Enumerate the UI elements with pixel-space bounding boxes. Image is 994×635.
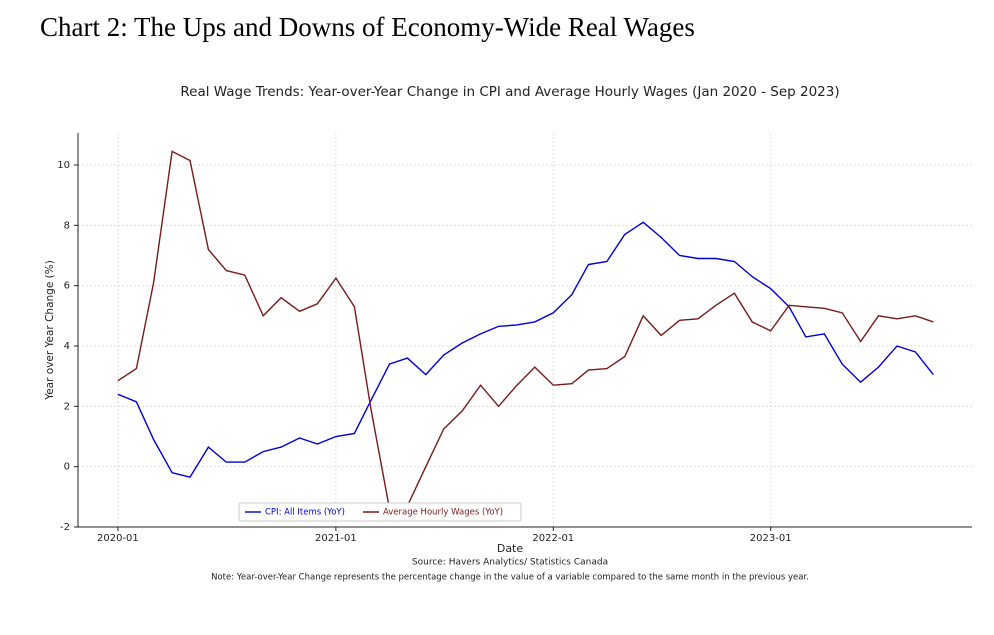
y-tick-label: 0: [64, 462, 70, 473]
y-tick-label: 10: [57, 160, 70, 171]
series-line: [117, 221, 934, 479]
note: Note: Year-over-Year Change represents t…: [211, 573, 809, 583]
chart-title: Real Wage Trends: Year-over-Year Change …: [180, 84, 839, 100]
legend: CPI: All Items (YoY) Average Hourly Wages…: [238, 502, 522, 522]
legend-label: CPI: All Items (YoY): [265, 508, 345, 518]
page-title: Chart 2: The Ups and Downs of Economy-Wi…: [40, 12, 695, 42]
y-tick-label: 2: [64, 401, 70, 412]
legend-box: [238, 502, 522, 522]
source: Source: Havers Analytics/ Statistics Can…: [412, 558, 608, 568]
x-tick-label: 2020-01: [97, 533, 139, 544]
x-tick-label: 2023-01: [750, 533, 792, 544]
y-tick-label: 4: [64, 341, 70, 352]
y-tick-label: -2: [60, 522, 70, 533]
x-axis-label: Date: [497, 542, 524, 555]
y-tick-label: 8: [64, 220, 70, 231]
series-line: [117, 150, 934, 510]
y-axis-label: Year over Year Change (%): [44, 260, 56, 401]
x-tick-label: 2021-01: [315, 533, 357, 544]
y-tick-label: 6: [64, 281, 70, 292]
x-tick-label: 2022-01: [532, 533, 574, 544]
axes: [77, 133, 972, 528]
legend-label: Average Hourly Wages (YoY): [383, 508, 503, 518]
